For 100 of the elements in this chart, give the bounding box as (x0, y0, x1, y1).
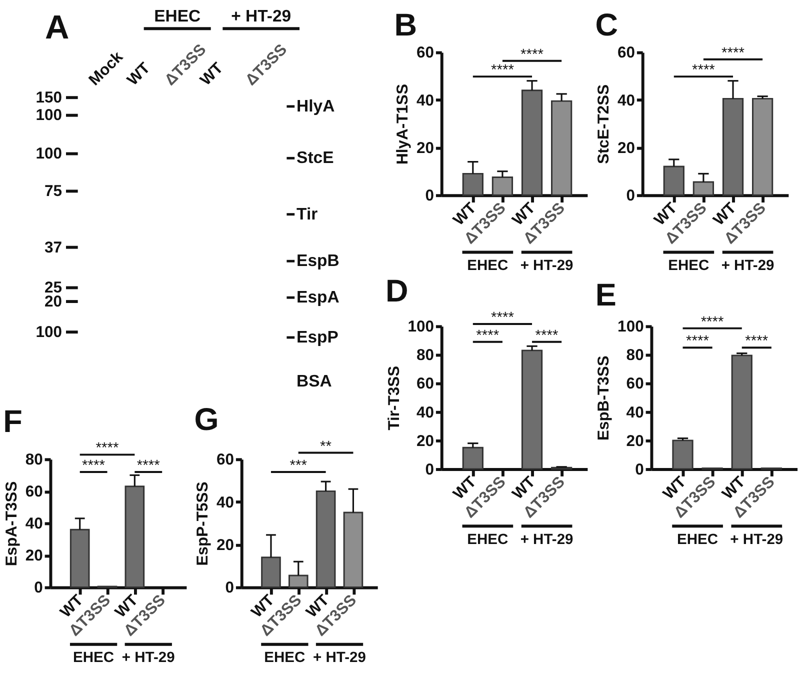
bar (462, 446, 484, 470)
y-axis-title: EspB-T3SS (596, 356, 613, 441)
chart-title: E (595, 276, 616, 313)
annotation: **** (722, 45, 745, 62)
text: 37 (44, 239, 62, 256)
bar (731, 354, 752, 470)
y-tick-label: 20 (416, 140, 434, 157)
text: ** (320, 438, 332, 455)
y-tick-label: 60 (626, 376, 644, 393)
text: EHEC (73, 650, 114, 666)
text: EHEC (668, 258, 710, 274)
bar (492, 176, 514, 196)
chart-title: D (386, 272, 408, 308)
y-tick-label: 100 (618, 318, 644, 336)
bar (261, 556, 281, 588)
text: + HT-29 (231, 6, 292, 26)
category-label: EspA (296, 288, 340, 307)
y-tick-label: 40 (626, 404, 644, 422)
annotation: **** (700, 314, 724, 330)
category-label: Tir (296, 204, 318, 224)
category-label: WT (124, 60, 154, 90)
y-tick-label: 0 (425, 461, 434, 478)
text: EHEC (154, 6, 201, 26)
text: **** (490, 310, 514, 326)
text: 75 (44, 183, 62, 200)
annotation: **** (692, 62, 716, 79)
annotation: **** (476, 328, 500, 344)
y-tick-label: 60 (25, 484, 44, 501)
category-label: BSA (296, 371, 332, 390)
annotation: **** (82, 458, 106, 474)
y-tick-label: 20 (416, 432, 434, 450)
y-tick-label: 80 (626, 347, 644, 364)
category-label: StcE (296, 148, 334, 168)
text: EHEC (264, 650, 306, 666)
y-axis-title: StcE-T2SS (596, 84, 613, 164)
y-tick-label: 0 (425, 188, 434, 205)
bar (672, 440, 694, 470)
y-tick-label: 60 (416, 44, 434, 62)
y-tick-label: 40 (216, 494, 234, 512)
y-tick-label: 0 (635, 461, 644, 478)
y-axis-title: HlyA-T1SS (394, 84, 412, 164)
y-axis-title: Tir-T3SS (386, 366, 403, 430)
text: EHEC (677, 532, 718, 548)
bar (124, 486, 145, 588)
bar (521, 90, 543, 196)
text: + HT-29 (313, 650, 366, 666)
text: EHEC (467, 532, 509, 548)
y-tick-label: 100 (408, 318, 434, 336)
category-label: EspB (296, 251, 340, 270)
y-axis-title: EspP-T5SS (194, 482, 212, 566)
text: + HT-29 (122, 650, 175, 666)
annotation: **** (745, 334, 768, 350)
y-tick-label: 20 (626, 432, 644, 450)
text: **** (96, 440, 119, 457)
text: A (45, 9, 70, 46)
y-axis-title: EspA-T3SS (3, 481, 20, 566)
y-tick-label: 40 (25, 516, 44, 533)
bar (663, 166, 684, 196)
bar (551, 100, 572, 196)
annotation: **** (490, 62, 514, 79)
bar (343, 512, 364, 588)
y-tick-label: 60 (617, 44, 636, 62)
y-tick-label: 40 (416, 92, 434, 110)
y-tick-label: 60 (216, 452, 234, 469)
chart-title: C (595, 6, 618, 43)
bar (316, 490, 336, 588)
category-label: EspP (296, 327, 338, 346)
y-tick-label: 0 (626, 188, 636, 205)
bar (521, 350, 543, 470)
annotation: **** (520, 46, 544, 63)
category-label: HlyA (296, 96, 335, 116)
text: + HT-29 (730, 532, 784, 548)
annotation: *** (290, 458, 308, 474)
y-tick-label: 0 (34, 580, 44, 597)
chart-title: F (3, 403, 22, 440)
bar (288, 574, 308, 588)
text: 150 (36, 90, 62, 107)
annotation: **** (686, 334, 710, 350)
y-tick-label: 80 (25, 452, 44, 469)
text: + HT-29 (520, 258, 574, 274)
y-tick-label: 0 (225, 580, 234, 597)
annotation: **** (535, 328, 559, 344)
text: EHEC (467, 258, 509, 274)
y-tick-label: 60 (416, 376, 434, 393)
bar (70, 528, 90, 588)
annotation: **** (136, 458, 160, 474)
chart-title: B (394, 6, 418, 43)
y-tick-label: 40 (416, 404, 434, 422)
y-tick-label: 20 (216, 536, 234, 554)
y-tick-label: 80 (416, 347, 434, 364)
text: + HT-29 (520, 532, 574, 548)
bar (462, 172, 484, 196)
y-tick-label: 20 (617, 140, 636, 157)
text: + HT-29 (721, 258, 774, 274)
chart-title: G (194, 401, 219, 438)
bar (752, 98, 774, 196)
y-tick-label: 20 (25, 548, 44, 565)
bar (722, 98, 744, 196)
bar (692, 181, 714, 196)
y-tick-label: 40 (617, 92, 636, 110)
